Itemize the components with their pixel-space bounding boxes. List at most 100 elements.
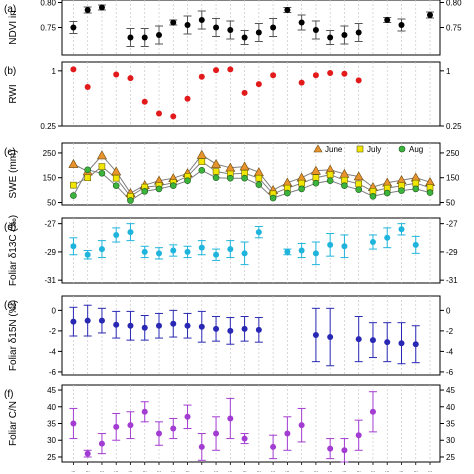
data-point	[198, 244, 205, 251]
data-point	[184, 248, 191, 255]
data-point	[198, 323, 205, 330]
point-june	[196, 149, 207, 159]
point-aug	[112, 182, 120, 189]
data-point	[369, 337, 376, 344]
point-july	[312, 174, 320, 182]
y-tick-label-right: 0.75	[446, 24, 462, 33]
y-tick-label: 0.25	[40, 122, 56, 131]
data-point	[255, 326, 262, 333]
y-tick-label-right: 25	[446, 453, 455, 462]
point-july	[355, 180, 362, 188]
data-point	[341, 447, 348, 454]
x-tick-label: ...	[257, 468, 261, 474]
data-point	[327, 70, 334, 77]
data-point	[227, 415, 234, 422]
y-tick-label-right: 45	[446, 386, 455, 395]
legend-label-aug: Aug	[409, 145, 423, 154]
point-aug	[341, 182, 348, 189]
data-point	[98, 246, 105, 253]
panel-frame	[61, 295, 441, 376]
data-point	[170, 19, 177, 26]
y-tick-label-right: -27	[446, 220, 458, 229]
data-point	[113, 321, 120, 328]
y-tick-label: 45	[47, 386, 56, 395]
x-tick-label: ...	[157, 468, 161, 474]
y-tick-label: 250	[43, 149, 57, 158]
data-point	[355, 77, 362, 84]
x-tick-label: ...	[171, 468, 175, 474]
y-tick-label-right: 0.80	[446, 0, 462, 8]
y-tick-label: 25	[47, 453, 56, 462]
point-aug	[298, 185, 305, 193]
data-point	[227, 66, 234, 73]
point-aug	[98, 169, 106, 177]
data-point	[184, 413, 191, 420]
point-july	[298, 179, 305, 187]
y-tick-label-right: 250	[446, 149, 460, 158]
panel-label: (b)	[4, 66, 16, 77]
data-point	[341, 32, 348, 38]
point-aug	[155, 185, 163, 193]
y-axis-label: Foliar δ13C (‰)	[8, 215, 19, 286]
data-point	[98, 317, 105, 324]
data-point	[227, 327, 234, 334]
y-tick-label: 0.75	[40, 24, 56, 33]
y-axis-label: Foliar C/N	[8, 401, 19, 446]
y-tick-label: -27	[44, 220, 56, 229]
data-point	[84, 251, 91, 258]
panel-f: (f)Foliar C/N 45 45 40 40 35 35 30 30 25 25	[4, 384, 455, 463]
y-tick-label-right: 40	[446, 403, 455, 412]
data-point	[369, 239, 376, 246]
data-point	[113, 423, 120, 430]
x-tick-label: ...	[185, 468, 189, 474]
point-aug	[326, 177, 334, 184]
panel-frame	[61, 61, 441, 127]
data-point	[227, 27, 234, 33]
x-tick-label: ...	[228, 468, 232, 474]
y-tick-label: 50	[47, 199, 56, 208]
point-july	[112, 174, 120, 182]
data-point	[141, 98, 148, 105]
y-tick-label-right: 35	[446, 420, 455, 429]
point-aug	[127, 197, 134, 204]
y-axis-label: NDVI in	[8, 10, 19, 44]
x-tick-label: ...	[214, 468, 218, 474]
data-point	[70, 66, 77, 73]
legend-marker-july	[356, 145, 364, 153]
y-tick-label: 0.80	[40, 0, 56, 8]
x-tick-label: ...	[357, 468, 361, 474]
panel-e: (e)Foliar δ15N (‰) 0 0 -2 -2 -4 -4 -6 -6	[4, 295, 454, 377]
data-point	[127, 34, 134, 41]
point-june	[239, 161, 250, 171]
data-point	[398, 22, 405, 28]
data-point	[98, 4, 105, 11]
data-point	[327, 241, 334, 248]
data-point	[155, 110, 162, 117]
data-point	[141, 248, 148, 255]
data-point	[213, 251, 220, 258]
y-tick-label-right: -4	[446, 347, 454, 356]
point-july	[84, 174, 91, 182]
y-axis-label: RWI	[8, 84, 19, 103]
data-point	[141, 408, 148, 415]
data-point	[170, 320, 177, 327]
y-tick-label: 0	[52, 306, 57, 315]
y-axis-label: SWE (mm)	[8, 150, 19, 199]
data-point	[241, 89, 248, 96]
point-july	[412, 179, 420, 187]
panel-label: (e)	[4, 300, 16, 311]
data-point	[184, 22, 191, 28]
data-point	[127, 75, 134, 82]
point-june	[353, 171, 364, 181]
panel-frame	[61, 217, 441, 284]
data-point	[398, 226, 405, 233]
y-tick-label-right: -6	[446, 368, 454, 377]
data-point	[284, 430, 291, 437]
series-line-june	[73, 154, 431, 194]
data-point	[398, 340, 405, 347]
y-tick-label: 30	[47, 436, 56, 445]
panel-label: (a)	[4, 4, 16, 15]
point-aug	[70, 192, 77, 199]
y-tick-label-right: 0.25	[446, 122, 462, 131]
point-july	[212, 168, 220, 175]
